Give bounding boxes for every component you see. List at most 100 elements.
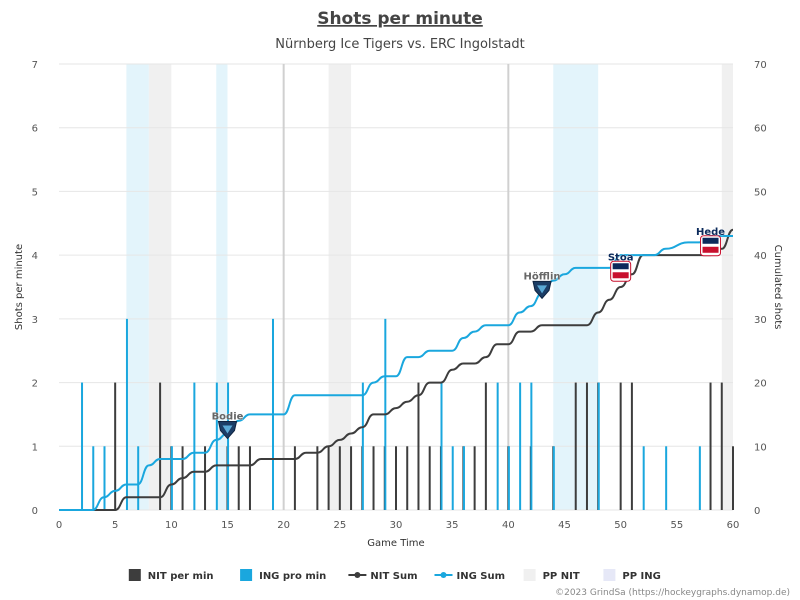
- nit-bar: [428, 446, 431, 510]
- ing-bar: [451, 446, 454, 510]
- y2-tick-label: 70: [754, 60, 767, 71]
- erc-ingolstadt-logo-icon: [612, 272, 629, 279]
- nit-bar: [350, 446, 353, 510]
- goal-marker: Stoa: [608, 252, 634, 282]
- ing-bar: [170, 446, 173, 510]
- x-tick-label: 10: [165, 520, 178, 531]
- powerplay-band-ing: [126, 64, 149, 510]
- nit-bar: [237, 446, 240, 510]
- y2-tick-label: 30: [754, 315, 767, 326]
- chart-title: Shots per minute: [317, 9, 483, 29]
- goal-player-label: Bodie: [212, 412, 244, 423]
- legend-line-marker: [354, 572, 361, 578]
- ing-bar: [530, 382, 533, 510]
- legend-line-marker: [440, 572, 447, 578]
- legend-item: ING pro min: [240, 569, 326, 582]
- nit-bar: [293, 446, 296, 510]
- ice-tigers-logo-icon: [537, 285, 548, 294]
- powerplay-band-nit: [721, 64, 733, 510]
- nit-bar: [574, 382, 577, 510]
- legend-swatch: [240, 569, 253, 581]
- x-tick-label: 60: [727, 520, 740, 531]
- ing-bar: [496, 382, 499, 510]
- nit-bar: [327, 446, 330, 510]
- nit-bar: [159, 382, 162, 510]
- cumulative-lines: [59, 228, 734, 511]
- legend-label: PP NIT: [543, 571, 580, 582]
- ing-sum-line: [59, 235, 733, 511]
- powerplay-band-ing: [216, 64, 228, 510]
- nit-bar: [372, 446, 375, 510]
- y2-tick-label: 10: [754, 442, 767, 453]
- goal-marker: Hede: [696, 227, 726, 257]
- chart-subtitle: Nürnberg Ice Tigers vs. ERC Ingolstadt: [275, 37, 524, 52]
- x-tick-label: 15: [221, 520, 234, 531]
- y-tick-label: 5: [32, 187, 38, 198]
- y-tick-label: 0: [32, 506, 38, 517]
- y-tick-label: 6: [32, 124, 38, 135]
- legend-swatch: [523, 569, 536, 581]
- y-tick-label: 1: [32, 442, 38, 453]
- nit-bar: [395, 446, 397, 510]
- nit-bar: [114, 382, 117, 510]
- goal-player-label: Hede: [696, 227, 725, 238]
- ing-bar: [552, 446, 555, 510]
- ing-bar: [507, 446, 510, 510]
- nit-bar: [709, 382, 712, 510]
- goal-player-label: Höfflin: [524, 271, 561, 282]
- x-tick-label: 20: [277, 520, 290, 531]
- period-lines: [282, 64, 510, 510]
- y-axis-label: Shots per minute: [14, 244, 25, 330]
- x-tick-label: 45: [558, 520, 571, 531]
- x-tick-label: 40: [502, 520, 515, 531]
- ing-bar: [440, 382, 443, 510]
- y2-tick-label: 0: [754, 506, 760, 517]
- bars-layer: [81, 318, 734, 510]
- y-tick-label: 4: [32, 251, 38, 262]
- ing-bar: [698, 446, 701, 510]
- nit-bar: [204, 446, 207, 510]
- x-tick-label: 25: [333, 520, 346, 531]
- ing-bar: [103, 446, 106, 510]
- legend-label: ING pro min: [259, 571, 326, 582]
- ing-bar: [642, 446, 645, 510]
- nit-bar: [484, 382, 487, 510]
- ing-bar: [227, 382, 230, 510]
- nit-bar: [473, 446, 476, 510]
- legend-label: PP ING: [622, 571, 660, 582]
- x-tick-label: 35: [446, 520, 459, 531]
- nit-sum-line: [59, 228, 734, 511]
- x-tick-label: 30: [390, 520, 403, 531]
- legend-item: ING Sum: [434, 571, 506, 582]
- nit-bar: [248, 446, 251, 510]
- nit-bar: [406, 446, 409, 510]
- y2-tick-label: 50: [754, 187, 767, 198]
- ing-bar: [597, 382, 600, 510]
- ing-bar: [361, 382, 364, 510]
- legend-swatch: [603, 569, 616, 581]
- erc-ingolstadt-logo-icon: [612, 263, 629, 270]
- x-tick-label: 50: [614, 520, 627, 531]
- nit-bar: [732, 446, 734, 510]
- legend-item: PP ING: [603, 569, 661, 582]
- nit-bar: [630, 382, 633, 510]
- y-tick-label: 3: [32, 315, 38, 326]
- x-tick-label: 55: [670, 520, 683, 531]
- x-tick-label: 0: [56, 520, 62, 531]
- nit-bar: [338, 446, 341, 510]
- erc-ingolstadt-logo-icon: [702, 237, 719, 244]
- ing-bar: [193, 382, 196, 510]
- goal-markers: Bodie Höfflin Stoa Hede: [211, 227, 726, 440]
- powerplay-bands: [126, 64, 733, 510]
- ing-bar: [125, 318, 128, 510]
- ing-bar: [665, 446, 668, 510]
- powerplay-band-nit: [328, 64, 352, 510]
- ice-tigers-logo-icon: [222, 425, 233, 434]
- legend-label: ING Sum: [457, 571, 506, 582]
- ing-bar: [92, 446, 95, 510]
- y-tick-label: 7: [32, 60, 38, 71]
- goal-marker: Höfflin: [523, 271, 561, 300]
- goal-marker: Bodie: [211, 411, 244, 440]
